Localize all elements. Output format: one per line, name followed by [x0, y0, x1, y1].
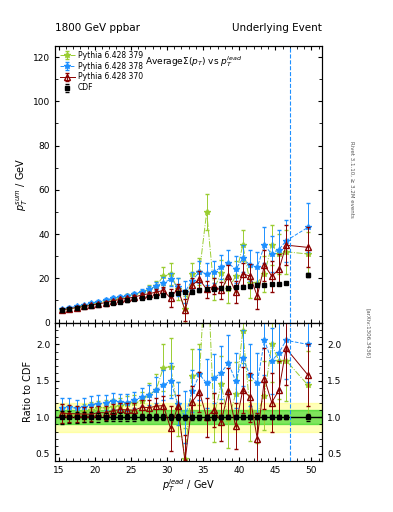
Bar — [55, 402, 322, 432]
Text: Average$\Sigma(p_T)$ vs $p_T^{lead}$: Average$\Sigma(p_T)$ vs $p_T^{lead}$ — [145, 54, 243, 69]
Text: [arXiv:1306.3436]: [arXiv:1306.3436] — [365, 308, 370, 358]
Bar — [55, 410, 322, 424]
Text: 1800 GeV ppbar: 1800 GeV ppbar — [55, 23, 140, 33]
Y-axis label: $p_T^{sum}$ / GeV: $p_T^{sum}$ / GeV — [15, 158, 30, 211]
X-axis label: $p_T^{lead}$ / GeV: $p_T^{lead}$ / GeV — [162, 477, 215, 494]
Text: Underlying Event: Underlying Event — [232, 23, 322, 33]
Y-axis label: Ratio to CDF: Ratio to CDF — [23, 361, 33, 422]
Legend: Pythia 6.428 379, Pythia 6.428 378, Pythia 6.428 370, CDF: Pythia 6.428 379, Pythia 6.428 378, Pyth… — [57, 48, 145, 95]
Text: Rivet 3.1.10, ≥ 3.2M events: Rivet 3.1.10, ≥ 3.2M events — [349, 141, 354, 218]
